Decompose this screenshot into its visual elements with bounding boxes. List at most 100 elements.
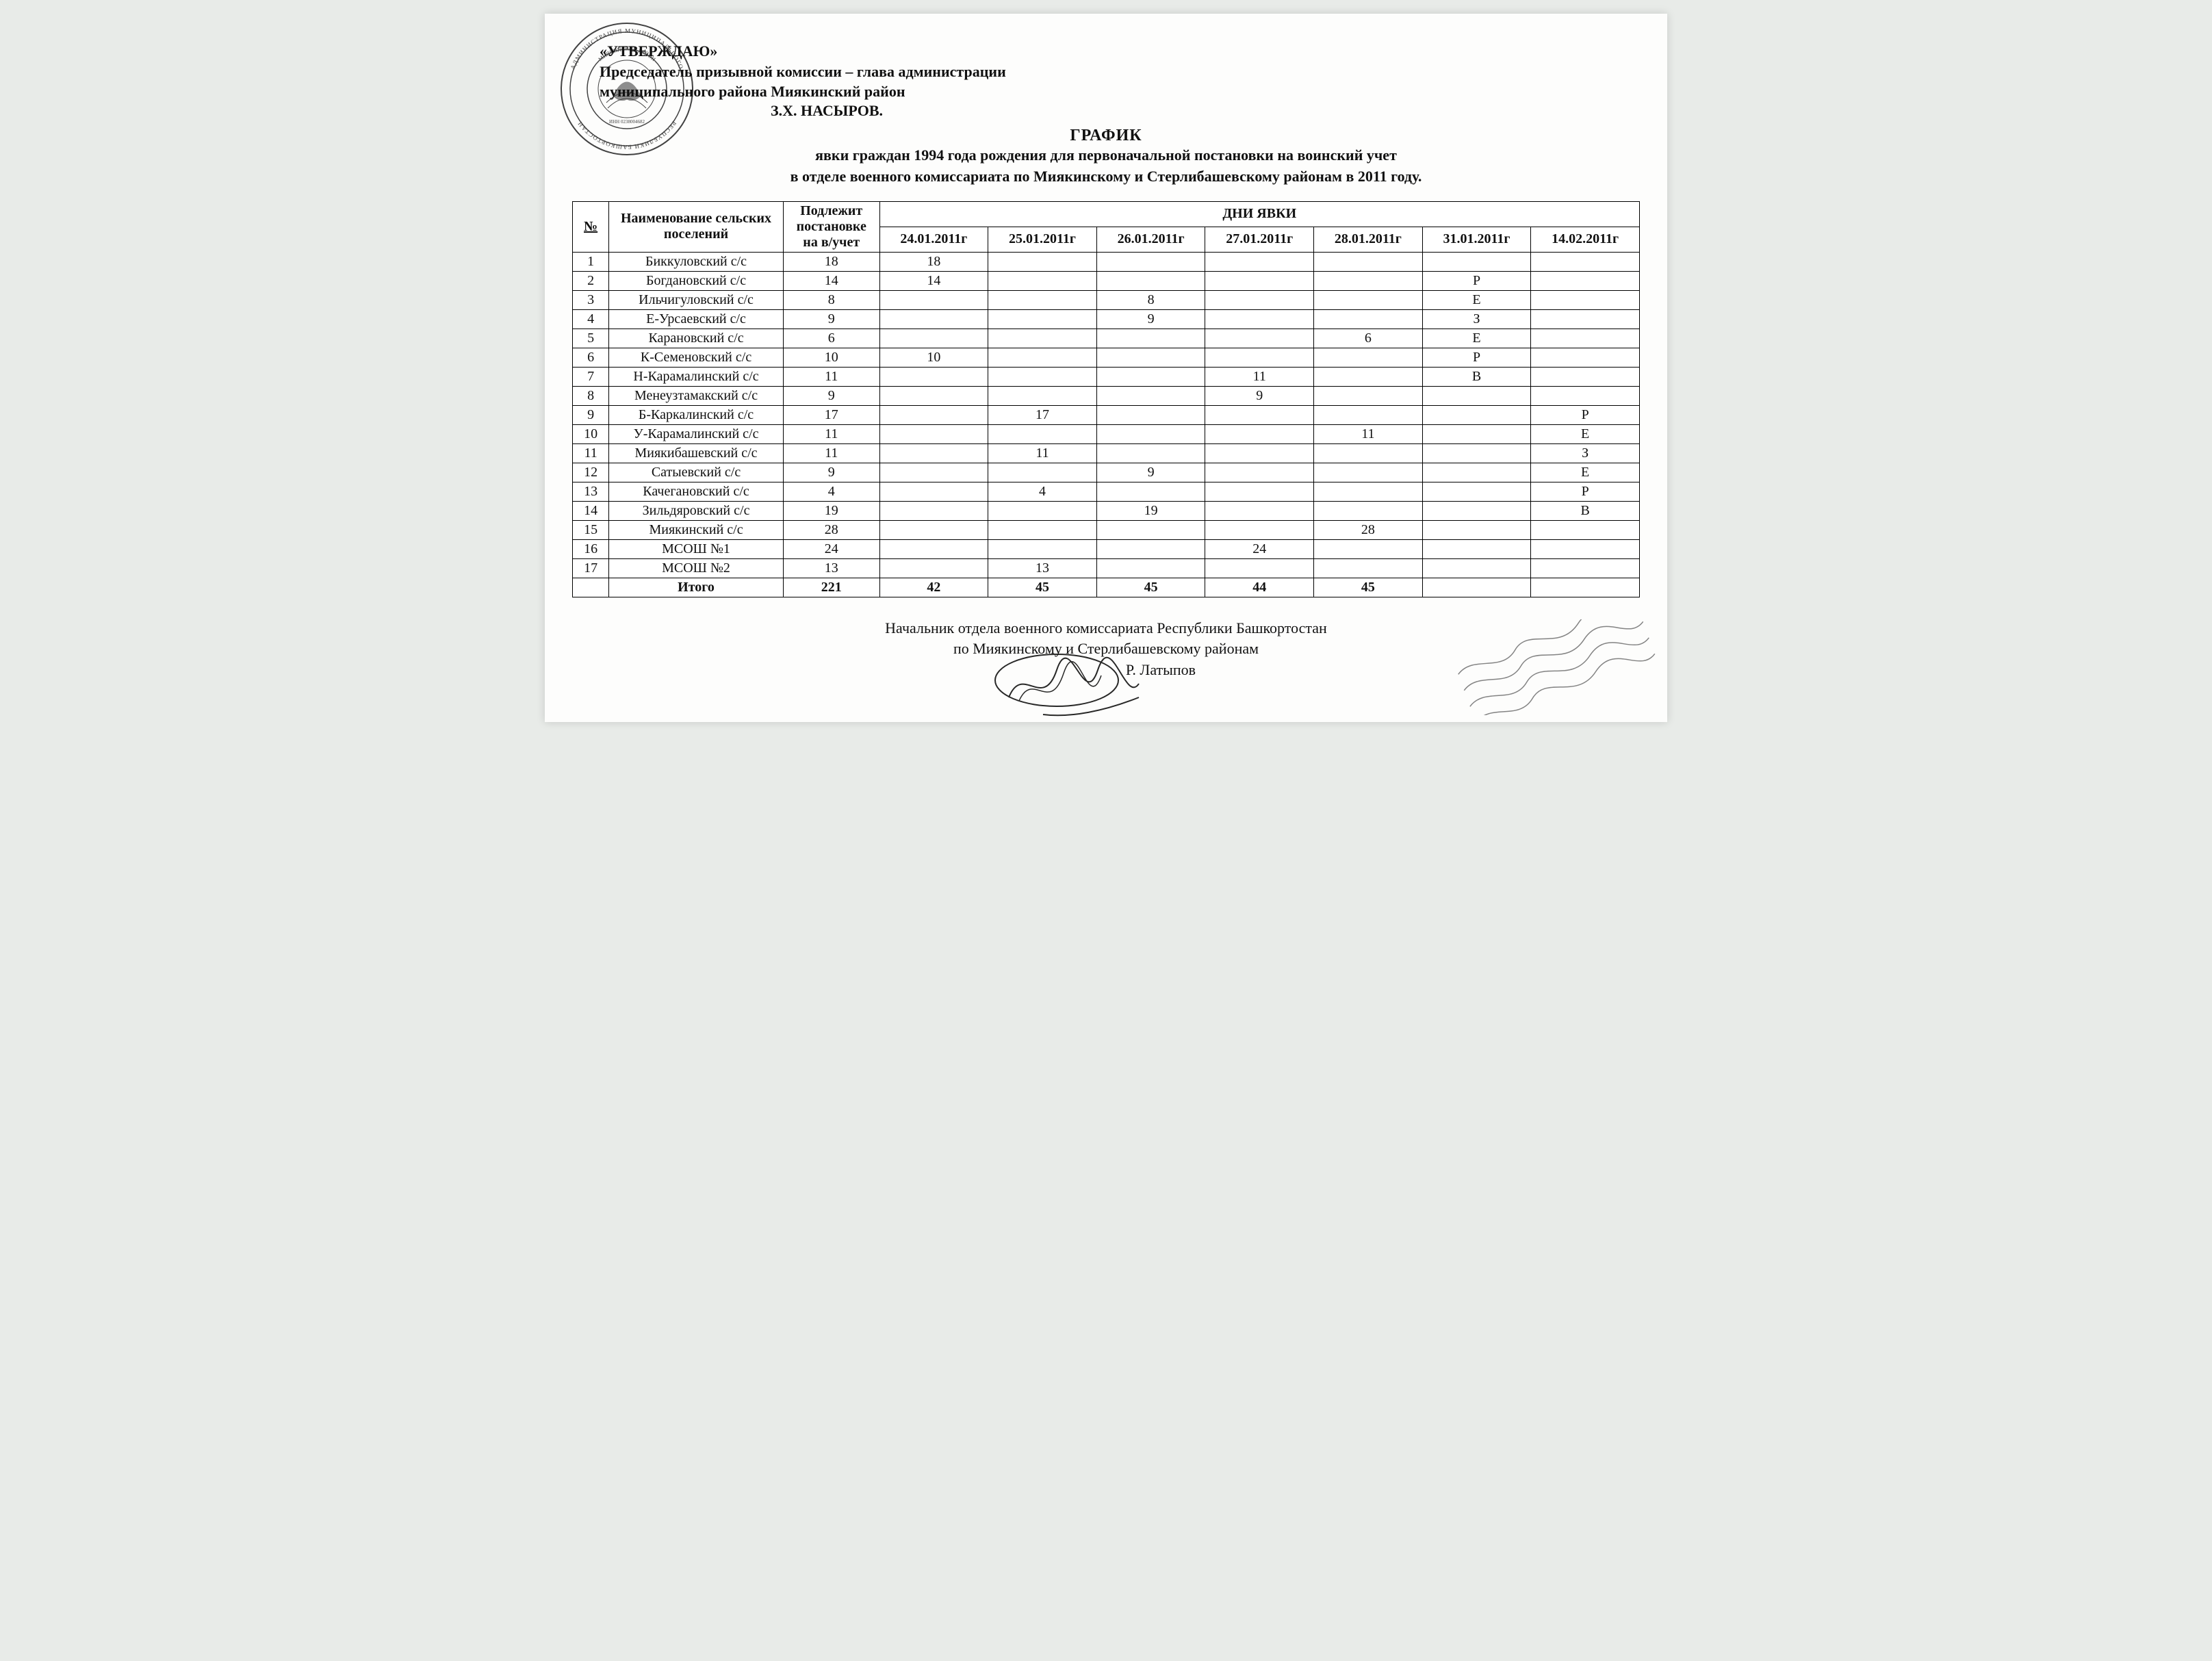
table-row: 15Миякинский с/с2828 [573,520,1640,539]
table-row: 14Зильдяровский с/с1919В [573,501,1640,520]
cell-num: 7 [573,367,609,386]
cell-day [879,463,988,482]
header-date-3: 26.01.2011г [1096,227,1205,252]
cell-day [879,501,988,520]
cell-num: 4 [573,309,609,329]
cell-day [1096,367,1205,386]
cell-day [1422,520,1531,539]
cell-day [1314,271,1423,290]
cell-day: 9 [1096,309,1205,329]
table-row: 7Н-Карамалинский с/с1111В [573,367,1640,386]
cell-day [1314,463,1423,482]
cell-day [1205,501,1314,520]
cell-day [1096,520,1205,539]
cell-name: Миякибашевский с/с [609,443,784,463]
cell-name: Б-Каркалинский с/с [609,405,784,424]
cell-day [1205,348,1314,367]
cell-num: 13 [573,482,609,501]
table-row: 13Качегановский с/с44Р [573,482,1640,501]
header-date-5: 28.01.2011г [1314,227,1423,252]
cell-name: Биккуловский с/с [609,252,784,271]
cell-day [879,424,988,443]
cell-name: Карановский с/с [609,329,784,348]
cell-day: 9 [1096,463,1205,482]
cell-num: 10 [573,424,609,443]
cell-num: 6 [573,348,609,367]
cell-day [879,309,988,329]
totals-day: 45 [1096,578,1205,597]
cell-day [1096,482,1205,501]
table-row: 12Сатыевский с/с99Е [573,463,1640,482]
cell-day: 11 [1314,424,1423,443]
cell-day [1205,271,1314,290]
cell-total: 11 [783,367,879,386]
cell-day: 28 [1314,520,1423,539]
cell-day [1314,501,1423,520]
cell-day [879,558,988,578]
cell-name: Миякинский с/с [609,520,784,539]
cell-day [988,520,1097,539]
cell-name: Менеузтамакский с/с [609,386,784,405]
table-row: 6К-Семеновский с/с1010Р [573,348,1640,367]
cell-day [1422,386,1531,405]
cell-num: 14 [573,501,609,520]
header-days-group: ДНИ ЯВКИ [879,201,1639,227]
cell-day [1422,424,1531,443]
cell-day [1531,539,1640,558]
cell-total: 11 [783,443,879,463]
cell-day [1314,539,1423,558]
cell-day [1205,424,1314,443]
cell-day: З [1422,309,1531,329]
cell-total: 8 [783,290,879,309]
cell-day: 13 [988,558,1097,578]
cell-day: Е [1422,329,1531,348]
cell-day [1314,348,1423,367]
cell-day [1205,520,1314,539]
cell-day [1096,329,1205,348]
totals-day [1531,578,1640,597]
header-date-4: 27.01.2011г [1205,227,1314,252]
totals-day [1422,578,1531,597]
cell-day: 8 [1096,290,1205,309]
cell-day [1422,501,1531,520]
footer-line-2: по Миякинскому и Стерлибашевскому района… [572,639,1640,660]
cell-name: Н-Карамалинский с/с [609,367,784,386]
cell-day [1096,405,1205,424]
title-sub-1: явки граждан 1994 года рождения для перв… [572,145,1640,166]
cell-name: Сатыевский с/с [609,463,784,482]
cell-num: 2 [573,271,609,290]
cell-num: 17 [573,558,609,578]
header-num: № [573,201,609,252]
cell-day [879,329,988,348]
cell-day [1531,309,1640,329]
totals-day: 45 [988,578,1097,597]
cell-name: Зильдяровский с/с [609,501,784,520]
table-totals-row: Итого2214245454445 [573,578,1640,597]
cell-num: 12 [573,463,609,482]
cell-day: Р [1531,405,1640,424]
cell-day [1314,405,1423,424]
cell-total: 9 [783,386,879,405]
cell-day [1531,367,1640,386]
cell-day [988,271,1097,290]
totals-day: 45 [1314,578,1423,597]
cell-total: 11 [783,424,879,443]
table-header: № Наименование сельских поселений Подлеж… [573,201,1640,252]
cell-day [1314,252,1423,271]
cell-day [1096,252,1205,271]
cell-day [879,405,988,424]
table-row: 16МСОШ №12424 [573,539,1640,558]
cell-day [988,290,1097,309]
header-total: Подлежит постановке на в/учет [783,201,879,252]
table-row: 17МСОШ №21313 [573,558,1640,578]
cell-day [988,501,1097,520]
cell-name: Ильчигуловский с/с [609,290,784,309]
cell-num: 1 [573,252,609,271]
cell-day: 14 [879,271,988,290]
table-body: 1Биккуловский с/с18182Богдановский с/с14… [573,252,1640,597]
cell-total: 17 [783,405,879,424]
table-row: 11Миякибашевский с/с1111З [573,443,1640,463]
cell-name: Е-Урсаевский с/с [609,309,784,329]
title-sub-2: в отделе военного комиссариата по Миякин… [572,166,1640,188]
cell-total: 14 [783,271,879,290]
